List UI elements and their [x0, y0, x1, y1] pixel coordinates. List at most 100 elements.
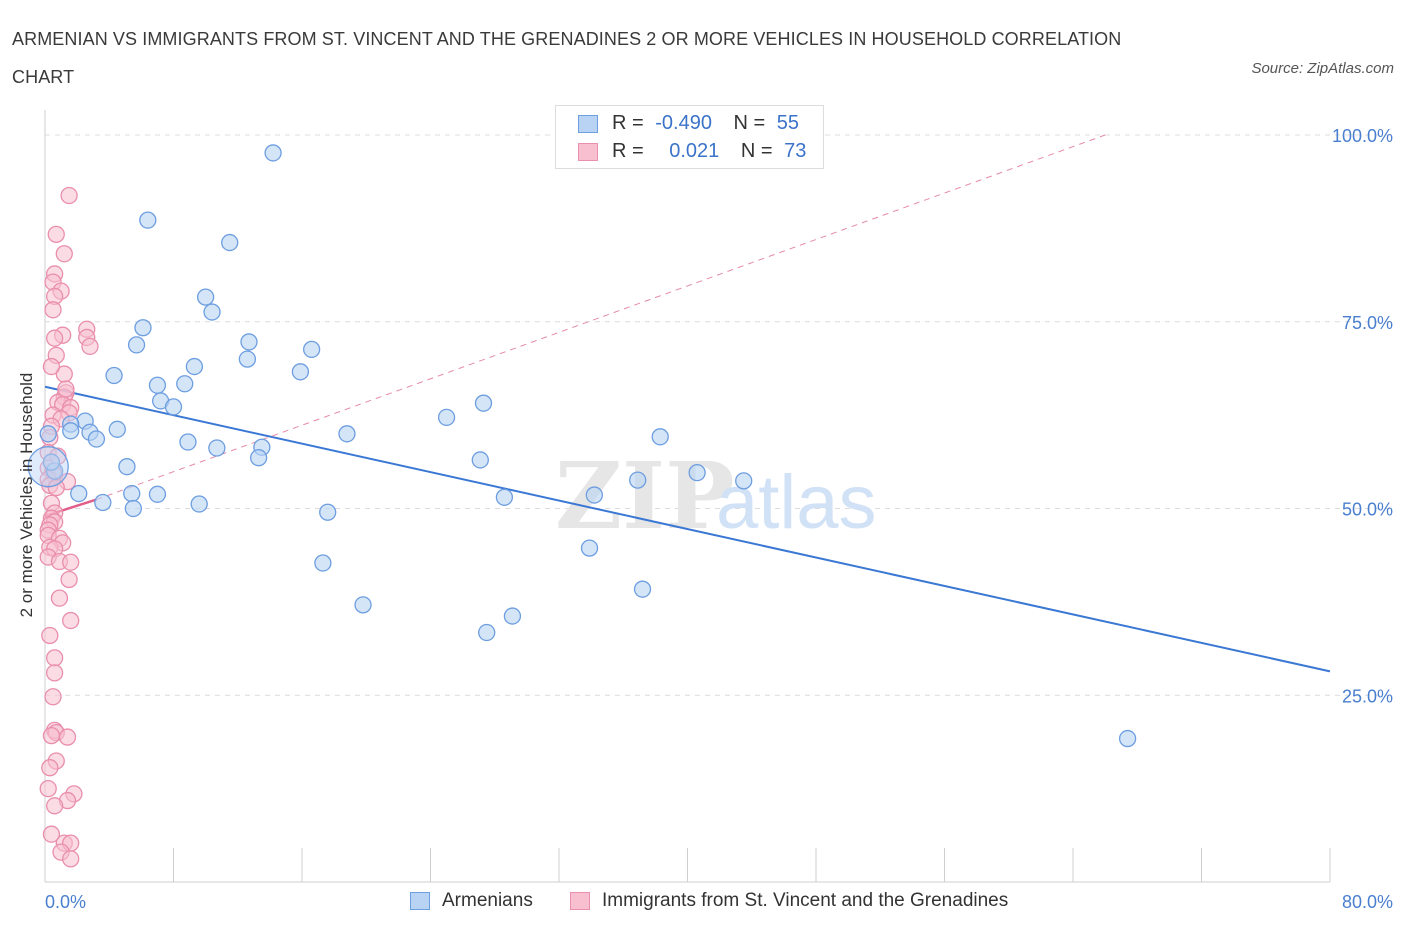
- chart-title: ARMENIAN VS IMMIGRANTS FROM ST. VINCENT …: [12, 29, 1122, 87]
- point-armenians: [94, 493, 112, 512]
- legend-r-label: R =: [612, 112, 644, 134]
- point-immigrants: [45, 649, 64, 667]
- y-tick-label: 100.0%: [1332, 126, 1393, 146]
- point-armenians: [185, 357, 204, 376]
- point-armenians: [118, 458, 136, 476]
- point-armenians: [264, 144, 282, 162]
- correlation-legend: R = -0.490 N = 55 R = 0.021 N = 73: [555, 105, 824, 169]
- point-armenians: [471, 451, 489, 469]
- point-armenians: [474, 394, 493, 412]
- y-tick-label: 25.0%: [1342, 686, 1393, 706]
- point-immigrants: [81, 337, 99, 356]
- point-immigrants: [58, 728, 77, 746]
- y-tick-label: 50.0%: [1342, 500, 1393, 520]
- point-immigrants: [42, 357, 61, 376]
- bottom-legend-label-immigrants: Immigrants from St. Vincent and the Gren…: [602, 890, 1009, 911]
- point-armenians: [495, 488, 514, 506]
- point-armenians: [196, 288, 215, 306]
- bottom-legend-swatch-pink: [570, 892, 590, 910]
- axis-layer: 25.0% 50.0% 75.0% 100.0% 0.0% 80.0%: [44, 110, 1393, 912]
- legend-r-label: R =: [612, 140, 644, 162]
- point-armenians: [688, 463, 706, 482]
- point-immigrants: [45, 329, 64, 347]
- point-armenians: [314, 554, 332, 572]
- point-armenians: [164, 398, 183, 416]
- point-armenians: [190, 495, 208, 513]
- source-label: Source: ZipAtlas.com: [1251, 60, 1394, 77]
- point-armenians: [139, 211, 157, 229]
- points-layer: [27, 144, 1137, 868]
- point-immigrants: [60, 186, 78, 205]
- point-armenians: [503, 607, 522, 625]
- point-armenians: [127, 336, 146, 354]
- legend-n-label: N =: [740, 140, 773, 162]
- point-immigrants: [50, 589, 69, 607]
- point-armenians: [179, 433, 197, 451]
- point-armenians: [176, 375, 194, 393]
- point-immigrants: [55, 245, 73, 263]
- point-immigrants: [47, 225, 65, 244]
- point-immigrants: [60, 570, 78, 589]
- point-armenians: [319, 503, 337, 521]
- point-armenians: [437, 408, 456, 427]
- point-armenians: [580, 539, 599, 557]
- point-armenians: [354, 596, 372, 614]
- point-armenians: [338, 425, 356, 443]
- legend-n-value: 55: [776, 112, 800, 134]
- point-armenians: [478, 623, 496, 642]
- point-armenians: [148, 485, 167, 503]
- point-armenians: [87, 430, 106, 448]
- watermark: ZIP atlas: [555, 442, 877, 550]
- trend-line-immigrants-dashed: [96, 134, 1106, 501]
- point-armenians: [108, 420, 126, 438]
- point-immigrants: [44, 301, 62, 319]
- point-armenians-cluster: [27, 446, 69, 488]
- point-immigrants: [39, 779, 57, 798]
- y-tick-label: 75.0%: [1342, 313, 1393, 333]
- point-armenians: [203, 303, 221, 321]
- y-axis-label: 2 or more Vehicles in Household: [17, 373, 36, 618]
- point-armenians: [240, 333, 258, 351]
- point-immigrants: [45, 797, 64, 815]
- x-tick-label-max: 80.0%: [1342, 892, 1393, 912]
- point-armenians: [633, 580, 652, 598]
- point-immigrants: [62, 611, 80, 630]
- point-armenians: [208, 439, 226, 457]
- point-armenians: [735, 472, 753, 490]
- legend-swatch-blue: [578, 115, 598, 133]
- point-armenians: [134, 319, 152, 337]
- trend-line-armenians: [44, 385, 1331, 673]
- point-immigrants: [62, 850, 80, 868]
- bottom-legend-label-armenians: Armenians: [442, 890, 533, 911]
- point-immigrants: [57, 380, 75, 398]
- point-armenians: [585, 486, 603, 504]
- point-armenians: [249, 449, 268, 467]
- point-armenians: [62, 422, 80, 440]
- point-armenians: [148, 376, 167, 394]
- legend-r-value: -0.490: [655, 112, 712, 134]
- legend-n-label: N =: [733, 112, 766, 134]
- point-immigrants: [41, 626, 59, 645]
- legend-n-value: 73: [784, 140, 807, 162]
- point-immigrants: [41, 759, 59, 777]
- point-armenians: [105, 366, 123, 385]
- point-armenians: [70, 484, 88, 503]
- point-immigrants: [42, 726, 61, 745]
- x-tick-label-min: 0.0%: [45, 892, 86, 912]
- grid-layer: [45, 134, 1395, 696]
- trend-layer: [44, 134, 1331, 673]
- bottom-legend-swatch-blue: [410, 892, 430, 910]
- point-armenians: [238, 350, 257, 368]
- point-armenians: [1118, 729, 1137, 748]
- point-armenians: [42, 453, 61, 471]
- point-armenians: [221, 233, 239, 252]
- point-immigrants: [45, 664, 64, 682]
- point-immigrants: [44, 688, 62, 706]
- point-immigrants: [62, 553, 80, 571]
- legend-r-value: 0.021: [669, 140, 720, 162]
- point-armenians: [123, 484, 141, 503]
- watermark-atlas: atlas: [716, 460, 877, 545]
- point-armenians: [124, 499, 142, 518]
- point-armenians: [291, 363, 310, 381]
